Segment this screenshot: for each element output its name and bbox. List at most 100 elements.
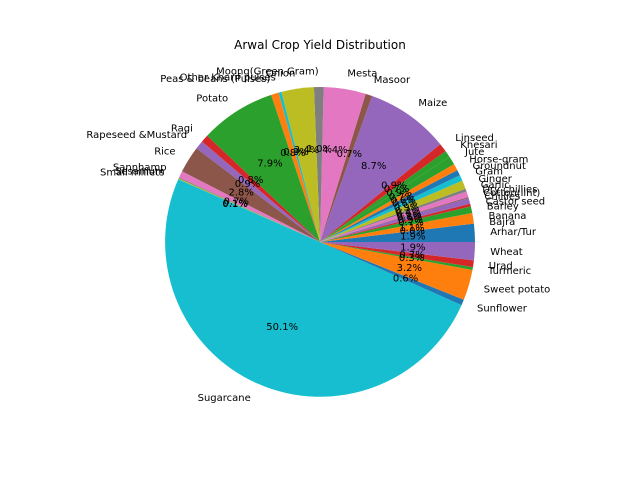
- pct-rapeseed-mustard: 0.9%: [235, 179, 260, 190]
- pct-sunflower: 0.6%: [393, 273, 418, 284]
- label-rapeseed-mustard: Rapeseed &Mustard: [86, 130, 187, 141]
- slice-garlic: [320, 188, 467, 242]
- label-khesari: Khesari: [460, 140, 497, 151]
- pct-groundnut: 0.6%: [390, 195, 415, 206]
- slice-small-millets: [178, 178, 320, 242]
- pct-sugarcane: 50.1%: [266, 322, 298, 333]
- slice-gram: [320, 175, 463, 242]
- label-urad: Urad: [489, 261, 513, 272]
- slice-mesta: [320, 87, 366, 242]
- slice-sunflower: [320, 242, 464, 306]
- label-barley: Barley: [487, 202, 519, 213]
- pct-masoor: 0.7%: [337, 149, 362, 160]
- slice-horse-gram: [320, 164, 458, 242]
- label-linseed: Linseed: [455, 133, 494, 144]
- label-ragi: Ragi: [171, 123, 193, 134]
- label-groundnut: Groundnut: [473, 161, 526, 172]
- slice-arhar-tur: [320, 223, 475, 242]
- label-gram: Gram: [475, 167, 503, 178]
- label-sweet-potato: Sweet potato: [484, 284, 550, 295]
- label-bajra: Bajra: [489, 217, 515, 228]
- chart-title: Arwal Crop Yield Distribution: [234, 38, 406, 52]
- pct-garlic: 0.3%: [395, 206, 420, 217]
- label-banana: Banana: [489, 211, 527, 222]
- pct-turmeric: 0.3%: [399, 253, 424, 264]
- pct-potato: 7.9%: [257, 159, 282, 170]
- label-mesta: Mesta: [347, 69, 377, 80]
- label-jute: Jute: [464, 147, 484, 158]
- label-chillies: Chillies: [484, 192, 520, 203]
- label-masoor: Masoor: [374, 75, 411, 86]
- slice-sannhamp: [179, 171, 320, 242]
- label-cotton-lint: Cotton(lint): [483, 188, 540, 199]
- slice-masoor: [320, 93, 373, 242]
- slice-linseed: [320, 144, 446, 242]
- pct-ginger: 0.9%: [394, 203, 419, 214]
- label-turmeric: Turmeric: [487, 266, 531, 277]
- pct-wheat: 1.9%: [400, 243, 425, 254]
- label-peas-beans-pulses: Peas & beans (Pulses): [160, 74, 270, 85]
- pct-onion: 3.4%: [294, 145, 319, 156]
- label-arhar-tur: Arhar/Tur: [490, 227, 537, 238]
- label-sugarcane: Sugarcane: [198, 393, 251, 404]
- slice-barley: [320, 206, 473, 242]
- pct-other-kharif-pulses: 0.3%: [283, 147, 308, 158]
- slice-chillies: [320, 197, 471, 242]
- slice-khesari: [320, 151, 450, 242]
- label-rice: Rice: [154, 146, 175, 157]
- pct-sesamum: 0.1%: [223, 199, 248, 210]
- label-potato: Potato: [196, 93, 228, 104]
- pct-jute: 0.9%: [386, 188, 411, 199]
- label-horse-gram: Horse-gram: [469, 155, 528, 166]
- label-garlic: Garlic: [481, 180, 510, 191]
- slice-wheat: [320, 242, 475, 261]
- pct-maize: 8.7%: [361, 161, 386, 172]
- label-wheat: Wheat: [490, 247, 523, 258]
- slice-banana: [320, 213, 474, 242]
- slice-rapeseed-mustard: [196, 141, 320, 242]
- slice-other-kharif-pulses: [278, 91, 320, 243]
- pct-moong-green-gram: 1.0%: [307, 144, 332, 155]
- slice-turmeric: [320, 242, 473, 270]
- pct-horse-gram: 0.7%: [389, 192, 414, 203]
- pct-mesta: 4.4%: [322, 145, 347, 156]
- pct-small-millets: 0.1%: [222, 199, 247, 210]
- slice-ragi: [201, 135, 320, 242]
- pct-linseed: 0.9%: [381, 180, 406, 191]
- slice-sugarcane: [165, 179, 462, 397]
- label-maize: Maize: [418, 98, 447, 109]
- pct-peas-beans-pulses: 0.8%: [280, 148, 305, 159]
- slice-dry-chillies: [320, 191, 469, 242]
- pct-castor-seed: 0.3%: [398, 215, 423, 226]
- pct-ragi: 0.8%: [238, 175, 263, 186]
- slice-potato: [207, 94, 320, 242]
- slice-maize: [320, 96, 441, 242]
- label-small-millets: Small millets: [100, 168, 164, 179]
- pct-bajra: 0.0%: [400, 226, 425, 237]
- label-ginger: Ginger: [478, 174, 512, 185]
- pct-cotton-lint: 0.1%: [396, 210, 421, 221]
- pct-dry-chillies: 0.6%: [396, 208, 421, 219]
- label-sunflower: Sunflower: [477, 304, 528, 315]
- pct-sannhamp: 0.7%: [224, 197, 249, 208]
- slice-rice: [182, 148, 320, 242]
- label-moong-green-gram: Moong(Green Gram): [216, 67, 319, 78]
- slice-cotton-lint: [320, 197, 469, 242]
- slice-sesamum: [178, 177, 320, 242]
- pct-sweet-potato: 3.2%: [397, 263, 422, 274]
- label-dry-chillies: Dry chillies: [482, 185, 537, 196]
- pct-chillies: 0.6%: [397, 212, 422, 223]
- label-onion: Onion: [266, 68, 295, 79]
- pct-gram: 0.6%: [392, 199, 417, 210]
- slice-sweet-potato: [320, 242, 473, 300]
- pct-urad: 0.7%: [399, 250, 424, 261]
- slice-peas-beans-pulses: [271, 92, 320, 243]
- slice-onion: [281, 87, 320, 243]
- slice-ginger: [320, 180, 466, 242]
- slice-jute: [320, 156, 455, 242]
- label-sesamum: Sesamum: [115, 167, 165, 178]
- label-other-kharif-pulses: Other Kharif pulses: [180, 72, 276, 83]
- label-sannhamp: Sannhamp: [113, 163, 167, 174]
- pct-barley: 0.7%: [398, 218, 423, 229]
